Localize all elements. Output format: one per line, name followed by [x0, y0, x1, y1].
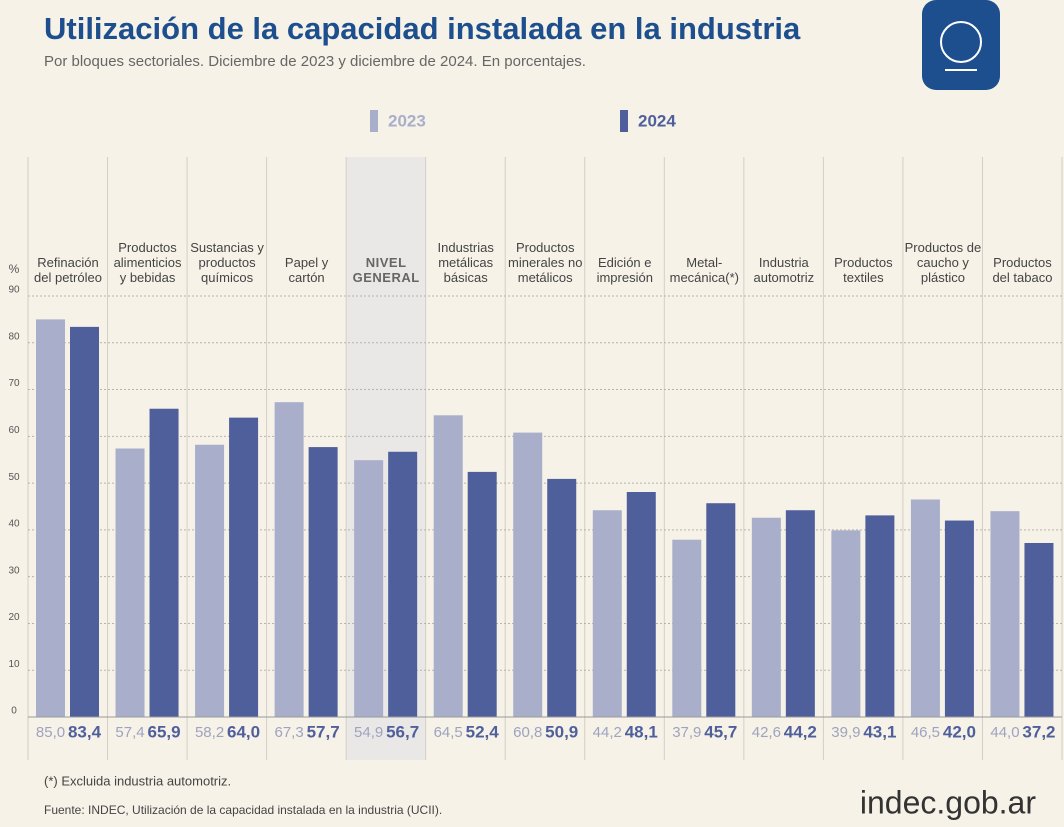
legend-swatch [620, 110, 628, 132]
value-label: 83,4 [68, 722, 102, 741]
bar [433, 415, 463, 717]
value-label: 64,5 [434, 724, 463, 741]
y-tick-label: 90 [8, 285, 20, 296]
category-label: Productos minerales no metálicos [508, 240, 583, 285]
y-tick-label: 40 [8, 519, 20, 530]
category-label: NIVEL GENERAL [352, 255, 420, 285]
value-label: 45,7 [704, 722, 737, 741]
source: Fuente: INDEC, Utilización de la capacid… [44, 803, 442, 817]
bar [115, 448, 145, 717]
category-label: Industrias metálicas básicas [437, 240, 494, 285]
bar [944, 520, 974, 717]
y-axis-label: % [9, 262, 20, 276]
y-tick-label: 80 [8, 331, 20, 342]
value-label: 54,9 [354, 724, 383, 741]
bar [592, 510, 622, 717]
value-label: 44,2 [593, 724, 622, 741]
value-label: 39,9 [831, 724, 860, 741]
y-tick-label: 50 [8, 472, 20, 483]
category-label: Industria automotriz [753, 255, 815, 285]
category-label: Refinación del petróleo [34, 255, 102, 285]
bar [149, 408, 179, 717]
badge [922, 0, 1000, 90]
legend-swatch [370, 110, 378, 132]
y-tick-label: 20 [8, 612, 20, 623]
category-label: Edición e impresión [596, 255, 653, 285]
bar [467, 471, 497, 717]
y-tick-label: 70 [8, 378, 20, 389]
bar [865, 515, 895, 717]
legend-label: 2024 [638, 111, 676, 130]
value-label: 42,0 [943, 722, 976, 741]
value-label: 44,0 [990, 724, 1019, 741]
bar [513, 432, 543, 717]
value-label: 48,1 [625, 722, 658, 741]
bar [229, 417, 259, 717]
y-tick-label: 30 [8, 565, 20, 576]
legend-label: 2023 [388, 111, 426, 130]
bar [831, 530, 861, 717]
chart-subtitle: Por bloques sectoriales. Diciembre de 20… [44, 53, 586, 70]
bar [672, 539, 702, 717]
value-label: 43,1 [863, 722, 896, 741]
value-label: 50,9 [545, 722, 578, 741]
value-label: 67,3 [275, 724, 304, 741]
bar [36, 319, 65, 717]
value-label: 37,2 [1022, 722, 1055, 741]
bar [990, 511, 1020, 717]
bar [706, 503, 736, 717]
category-label: Productos del tabaco [992, 255, 1053, 285]
bar [70, 326, 99, 717]
value-label: 64,0 [227, 722, 260, 741]
bar [274, 402, 304, 717]
bar [785, 510, 815, 717]
logo: indec.gob.ar [860, 784, 1036, 820]
bar [388, 451, 418, 717]
bar [1024, 542, 1054, 717]
category-label: Productos textiles [834, 255, 893, 285]
bar [751, 517, 781, 717]
badge-icon [940, 21, 982, 63]
chart-title: Utilización de la capacidad instalada en… [44, 11, 801, 46]
value-label: 52,4 [466, 722, 500, 741]
y-tick-label: 10 [8, 659, 20, 670]
category-label: Productos alimenticios y bebidas [113, 240, 182, 285]
value-label: 37,9 [672, 724, 701, 741]
value-label: 57,7 [307, 722, 340, 741]
bar [354, 460, 384, 717]
value-label: 42,6 [752, 724, 781, 741]
y-tick-label: 0 [11, 706, 17, 717]
value-label: 44,2 [784, 722, 817, 741]
value-label: 57,4 [115, 724, 144, 741]
value-label: 56,7 [386, 722, 419, 741]
category-label: Metal-mecánica(*) [669, 255, 739, 285]
category-label: Productos de caucho y plástico [904, 240, 982, 285]
bar [626, 491, 656, 717]
bar [308, 447, 338, 717]
category-label: Sustancias y productos químicos [190, 240, 264, 285]
value-label: 46,5 [911, 724, 940, 741]
bar [547, 478, 577, 717]
bar [910, 499, 940, 717]
value-label: 58,2 [195, 724, 224, 741]
value-label: 60,8 [513, 724, 542, 741]
bar [195, 444, 225, 717]
value-label: 65,9 [147, 722, 180, 741]
footnote: (*) Excluida industria automotriz. [44, 773, 231, 788]
y-tick-label: 60 [8, 425, 20, 436]
category-label: Papel y cartón [284, 255, 329, 285]
value-label: 85,0 [36, 724, 65, 741]
